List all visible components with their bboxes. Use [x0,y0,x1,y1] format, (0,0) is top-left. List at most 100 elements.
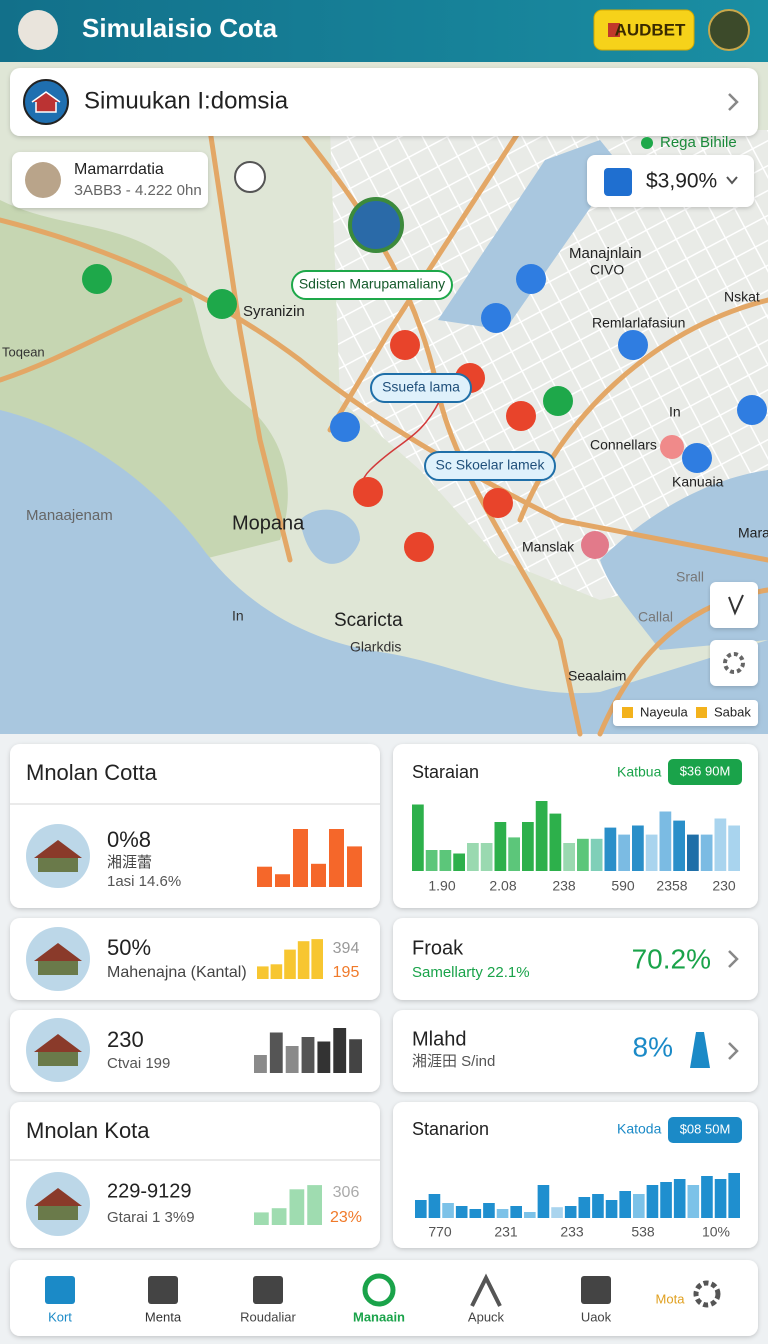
card[interactable] [10,744,380,908]
marker[interactable] [737,395,767,425]
nav-label: Menta [145,1309,182,1324]
bar [728,825,740,871]
map-label: Callal [638,609,673,625]
card-subtitle: Mahenajna (Kantal) [107,964,247,981]
card-title: Mnolan Cotta [26,760,158,785]
card[interactable] [10,1102,380,1248]
axis-label: 1.90 [428,878,455,894]
axis-label: 10% [702,1224,730,1240]
card[interactable] [393,918,758,1000]
bar [564,1206,577,1218]
header-avatar[interactable] [18,10,58,50]
bar [673,820,685,871]
bar [317,1041,331,1073]
profile-card[interactable] [12,152,208,208]
card[interactable] [10,918,380,1000]
map-tool-button[interactable] [710,582,758,628]
bar [592,1194,604,1218]
price-label: Rega Bihile [660,134,737,151]
map-pill-label: Sc Skoelar lamek [436,457,546,473]
profile-photo [25,162,61,198]
profile-avatar[interactable] [708,9,750,51]
map-pill[interactable] [370,373,472,403]
bar [269,1032,283,1073]
marker[interactable] [581,531,609,559]
marker[interactable] [516,264,546,294]
nav-label: Uaok [581,1309,612,1324]
bar [645,834,658,871]
map-label: Seaalaim [568,668,626,684]
card-detail: 1asi 14.6% [107,873,181,890]
badge-icon [608,23,620,37]
map-pill[interactable] [291,270,453,300]
marker[interactable] [390,330,420,360]
bar [289,1189,305,1225]
marker[interactable] [207,289,237,319]
bar [618,834,630,871]
marker[interactable] [481,303,511,333]
marker[interactable] [483,488,513,518]
nav-icon[interactable] [253,1276,283,1304]
nav-icon[interactable] [148,1276,178,1304]
nav-icon[interactable] [45,1276,75,1304]
map-label: In [669,404,681,420]
bar [428,1194,441,1218]
bar [687,1185,700,1218]
map-label: Nskat [724,289,760,305]
map-label: Glarkdis [350,639,401,655]
bar [284,949,296,979]
map-settings-button[interactable] [710,640,758,686]
marker[interactable] [234,161,266,193]
bar [646,1185,659,1218]
marker[interactable] [353,477,383,507]
map-label: Scaricta [334,610,403,631]
card[interactable] [393,1010,758,1092]
bar [271,1208,287,1225]
axis-label: 238 [552,878,576,894]
marker[interactable] [82,264,112,294]
search-bar[interactable] [10,68,758,136]
bar [700,834,713,871]
bar [442,1203,454,1218]
marker[interactable] [682,443,712,473]
nav-icon[interactable] [581,1276,611,1304]
marker[interactable] [660,435,684,459]
marker[interactable] [330,412,360,442]
map-river [438,140,620,330]
nav-label: Roudaliar [240,1309,296,1324]
map-lake [300,509,360,564]
badge-button[interactable] [593,9,695,51]
bar [257,966,269,979]
map-label: Mopana [232,512,305,534]
nav-icon[interactable] [362,1273,396,1307]
side-value: 195 [333,964,360,981]
bar [469,1209,482,1218]
profile-detail: ЗАВВЗ - 4.222 0hn [74,182,202,199]
profile-name: Mamarrdatia [74,161,164,178]
bar [524,1212,536,1218]
card-badge [668,1117,742,1143]
map-label: CIVO [590,262,624,278]
nav-label: Kort [48,1309,72,1324]
bar [604,827,617,871]
nav-icon[interactable] [693,1280,721,1308]
marker[interactable] [404,532,434,562]
marker[interactable] [543,386,573,416]
bar [508,837,520,871]
legend-label: Nayeula [640,704,688,719]
price-icon [604,168,632,196]
bar [687,834,699,871]
map-markers [82,161,767,562]
map-label: Srall [676,569,704,585]
card-subtitle: 湘涯田 S/ind [412,1053,495,1070]
bar [660,1182,672,1218]
marker[interactable] [506,401,536,431]
map-pill[interactable] [424,451,556,481]
bar [311,939,323,979]
map-label: Manaajenam [26,507,113,524]
bar [329,829,344,887]
legend-label: Sabak [714,704,751,719]
marker[interactable] [618,330,648,360]
nav-icon[interactable] [470,1273,502,1307]
